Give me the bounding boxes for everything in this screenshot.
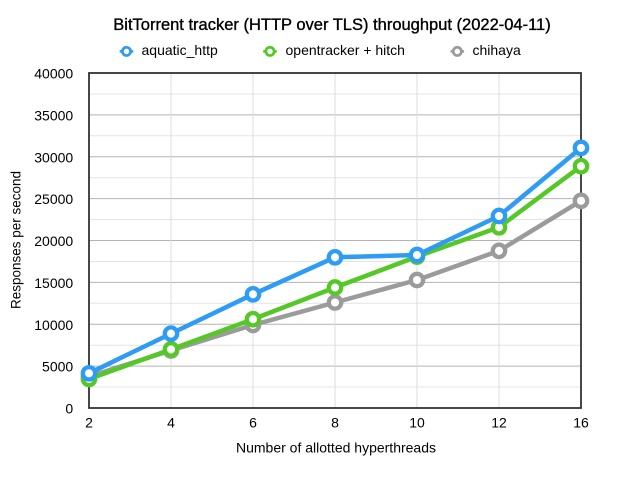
svg-text:12: 12 <box>491 415 507 431</box>
svg-text:chihaya: chihaya <box>473 42 521 58</box>
svg-text:30000: 30000 <box>34 149 73 165</box>
svg-text:2: 2 <box>85 415 93 431</box>
svg-text:Number of allotted hyperthread: Number of allotted hyperthreads <box>236 439 436 455</box>
svg-text:20000: 20000 <box>34 233 73 249</box>
svg-text:BitTorrent tracker (HTTP over: BitTorrent tracker (HTTP over TLS) throu… <box>113 16 550 34</box>
svg-text:5000: 5000 <box>42 359 73 375</box>
svg-text:25000: 25000 <box>34 191 73 207</box>
svg-text:opentracker + hitch: opentracker + hitch <box>286 42 405 58</box>
svg-text:4: 4 <box>167 415 175 431</box>
svg-text:40000: 40000 <box>34 66 73 82</box>
svg-text:Responses per second: Responses per second <box>9 171 24 309</box>
svg-text:8: 8 <box>331 415 339 431</box>
svg-text:0: 0 <box>65 401 73 417</box>
svg-text:15000: 15000 <box>34 275 73 291</box>
svg-text:aquatic_http: aquatic_http <box>142 42 218 58</box>
svg-text:6: 6 <box>249 415 257 431</box>
svg-text:10: 10 <box>409 415 425 431</box>
svg-text:10000: 10000 <box>34 317 73 333</box>
svg-text:16: 16 <box>573 415 589 431</box>
svg-text:35000: 35000 <box>34 107 73 123</box>
